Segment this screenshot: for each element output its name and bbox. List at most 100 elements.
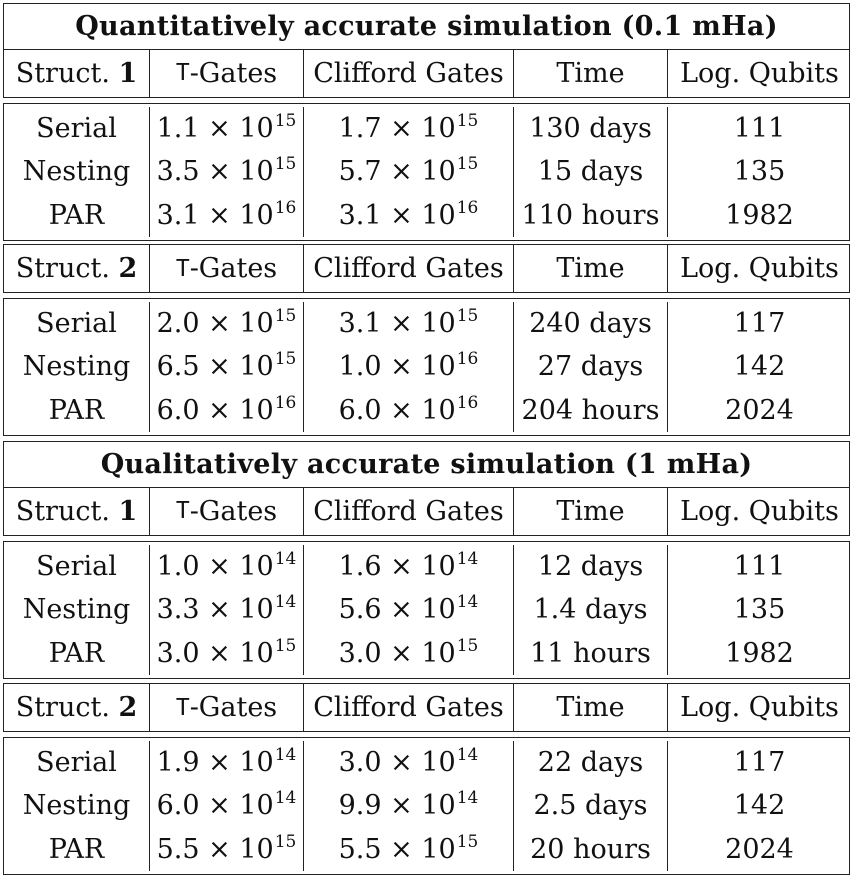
logical-qubits-cell: 117 xyxy=(667,741,851,785)
time-cell: 15 days xyxy=(513,150,667,194)
group-header-row: Struct. 1 T -Gates Clifford Gates Time Log. Q… xyxy=(3,49,850,98)
t-gates-value: 6.0 × 10 16 xyxy=(156,392,297,426)
clifford-gates-cell: 1.0 × 10 16 xyxy=(303,345,513,389)
logical-qubits-cell: 2024 xyxy=(667,827,851,871)
t-gates-value: 5.5 × 10 15 xyxy=(156,831,297,865)
t-gates-cell: 1.0 × 10 14 xyxy=(149,545,303,589)
logical-qubits-cell: 111 xyxy=(667,545,851,589)
time-cell: 1.4 days xyxy=(513,588,667,632)
time-cell: 204 hours xyxy=(513,388,667,432)
t-gates-cell: 1.1 × 10 15 xyxy=(149,107,303,151)
method-cell: PAR xyxy=(48,833,105,865)
column-header: Clifford Gates xyxy=(303,487,513,535)
clifford-gates-cell: 9.9 × 10 14 xyxy=(303,784,513,828)
t-gates-cell: 6.5 × 10 15 xyxy=(149,345,303,389)
group-header-row: Struct. 1 T -Gates Clifford Gates Time Log. Q… xyxy=(3,487,850,536)
column-header: Log. Qubits xyxy=(667,684,851,731)
method-cell: PAR xyxy=(48,394,105,426)
clifford-gates-value: 3.1 × 10 15 xyxy=(338,306,479,340)
t-gates-value: 1.0 × 10 14 xyxy=(156,549,297,583)
logical-qubits-cell: 142 xyxy=(667,784,851,828)
column-header: T -Gates xyxy=(149,49,303,97)
column-header: Log. Qubits xyxy=(667,245,851,292)
t-gates-cell: 3.1 × 10 16 xyxy=(149,193,303,237)
column-header: Time xyxy=(513,49,667,97)
column-header: Log. Qubits xyxy=(667,49,851,97)
time-cell: 22 days xyxy=(513,741,667,785)
section-title: Qualitatively accurate simulation (1 mHa… xyxy=(3,441,850,488)
t-gates-cell: 6.0 × 10 16 xyxy=(149,388,303,432)
method-cell: Nesting xyxy=(22,790,131,822)
t-gates-value: 3.3 × 10 14 xyxy=(156,592,297,626)
group-header-row: Struct. 2 T -Gates Clifford Gates Time Log. Q… xyxy=(3,683,850,732)
t-gates-cell: 3.0 × 10 15 xyxy=(149,631,303,675)
method-cell: Nesting xyxy=(22,156,131,188)
time-cell: 11 hours xyxy=(513,631,667,675)
method-cell: Serial xyxy=(36,551,117,583)
t-gates-cell: 2.0 × 10 15 xyxy=(149,302,303,346)
clifford-gates-value: 3.0 × 10 14 xyxy=(338,745,479,779)
logical-qubits-cell: 117 xyxy=(667,302,851,346)
t-gates-value: 2.0 × 10 15 xyxy=(156,306,297,340)
t-gates-cell: 3.5 × 10 15 xyxy=(149,150,303,194)
clifford-gates-cell: 3.0 × 10 14 xyxy=(303,741,513,785)
column-header: T -Gates xyxy=(149,684,303,731)
struct-label: Struct. 1 xyxy=(15,57,138,89)
clifford-gates-cell: 1.6 × 10 14 xyxy=(303,545,513,589)
t-gates-cell: 3.3 × 10 14 xyxy=(149,588,303,632)
clifford-gates-value: 3.1 × 10 16 xyxy=(338,197,479,231)
t-gates-value: 3.1 × 10 16 xyxy=(156,197,297,231)
clifford-gates-cell: 3.1 × 10 16 xyxy=(303,193,513,237)
logical-qubits-cell: 111 xyxy=(667,107,851,151)
t-gates-value: 6.5 × 10 15 xyxy=(156,349,297,383)
clifford-gates-value: 5.7 × 10 15 xyxy=(338,154,479,188)
clifford-gates-cell: 5.7 × 10 15 xyxy=(303,150,513,194)
column-header: Log. Qubits xyxy=(667,487,851,535)
column-header: Clifford Gates xyxy=(303,684,513,731)
struct-label: Struct. 2 xyxy=(15,692,138,723)
time-cell: 12 days xyxy=(513,545,667,589)
logical-qubits-cell: 1982 xyxy=(667,193,851,237)
clifford-gates-cell: 6.0 × 10 16 xyxy=(303,388,513,432)
clifford-gates-cell: 3.1 × 10 15 xyxy=(303,302,513,346)
clifford-gates-value: 5.5 × 10 15 xyxy=(338,831,479,865)
method-cell: Nesting xyxy=(22,594,131,626)
method-cell: Nesting xyxy=(22,351,131,383)
column-header: Clifford Gates xyxy=(303,49,513,97)
method-cell: Serial xyxy=(36,747,117,779)
clifford-gates-value: 3.0 × 10 15 xyxy=(338,635,479,669)
logical-qubits-cell: 142 xyxy=(667,345,851,389)
clifford-gates-value: 9.9 × 10 14 xyxy=(338,788,479,822)
t-gates-cell: 1.9 × 10 14 xyxy=(149,741,303,785)
column-header: T -Gates xyxy=(149,487,303,535)
column-header: Time xyxy=(513,684,667,731)
t-gates-value: 3.5 × 10 15 xyxy=(156,154,297,188)
t-gates-value: 3.0 × 10 15 xyxy=(156,635,297,669)
clifford-gates-value: 1.7 × 10 15 xyxy=(338,111,479,145)
column-header: Time xyxy=(513,487,667,535)
section-title: Quantitatively accurate simulation (0.1 … xyxy=(3,3,850,50)
logical-qubits-cell: 135 xyxy=(667,588,851,632)
group-body: Serial 1.0 × 10 14 1.6 × 10 14 12 days 111 Nest… xyxy=(3,541,850,679)
clifford-gates-cell: 1.7 × 10 15 xyxy=(303,107,513,151)
group-body: Serial 1.9 × 10 14 3.0 × 10 14 22 days 117 Nest… xyxy=(3,737,850,875)
clifford-gates-cell: 5.6 × 10 14 xyxy=(303,588,513,632)
column-header: T -Gates xyxy=(149,245,303,292)
group-header-row: Struct. 2 T -Gates Clifford Gates Time Log. Q… xyxy=(3,244,850,293)
t-gates-cell: 5.5 × 10 15 xyxy=(149,827,303,871)
clifford-gates-cell: 5.5 × 10 15 xyxy=(303,827,513,871)
clifford-gates-value: 1.0 × 10 16 xyxy=(338,349,479,383)
time-cell: 20 hours xyxy=(513,827,667,871)
struct-label: Struct. 1 xyxy=(15,495,138,527)
clifford-gates-cell: 3.0 × 10 15 xyxy=(303,631,513,675)
method-cell: Serial xyxy=(36,308,117,340)
logical-qubits-cell: 1982 xyxy=(667,631,851,675)
time-cell: 110 hours xyxy=(513,193,667,237)
method-cell: PAR xyxy=(48,637,105,669)
group-body: Serial 1.1 × 10 15 1.7 × 10 15 130 days 111 Nes… xyxy=(3,103,850,241)
clifford-gates-value: 1.6 × 10 14 xyxy=(338,549,479,583)
group-body: Serial 2.0 × 10 15 3.1 × 10 15 240 days 117 Nes… xyxy=(3,298,850,436)
time-cell: 130 days xyxy=(513,107,667,151)
time-cell: 27 days xyxy=(513,345,667,389)
